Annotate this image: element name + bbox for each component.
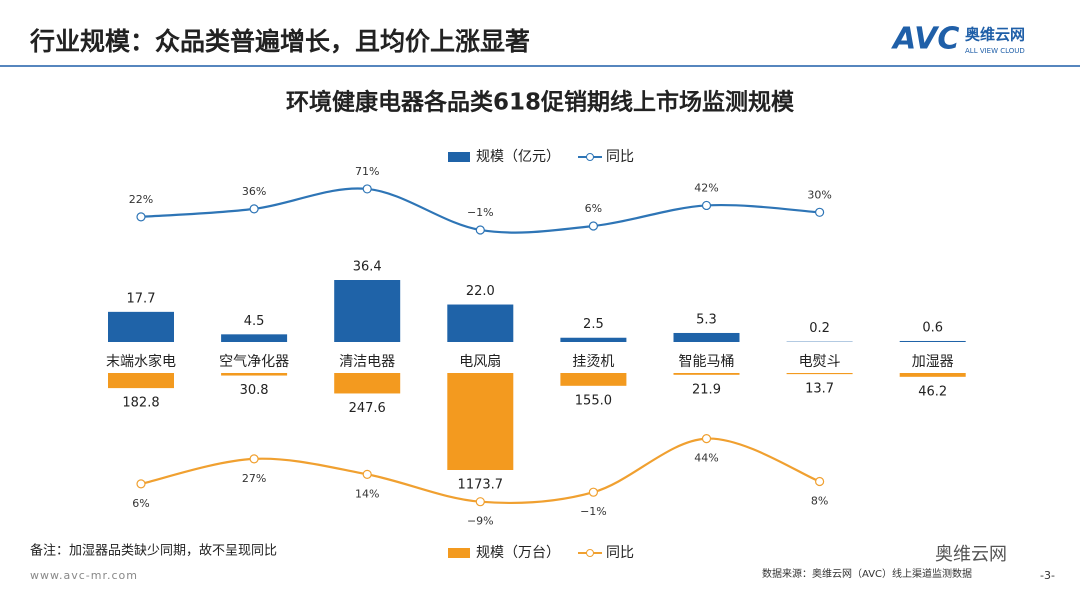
chart-title: 环境健康电器各品类618促销期线上市场监测规模 xyxy=(286,89,795,116)
yoy-point xyxy=(136,479,146,489)
bar-label: 182.8 xyxy=(122,396,159,411)
website: www.avc-mr.com xyxy=(30,569,138,582)
bar xyxy=(334,280,401,342)
yoy-point xyxy=(249,204,259,214)
bar-label: 1173.7 xyxy=(458,478,504,493)
logo: AVC xyxy=(891,22,959,57)
bar xyxy=(560,373,627,386)
bar xyxy=(447,373,514,470)
yoy-point xyxy=(701,434,712,444)
slide-title: 行业规模：众品类普遍增长，且均价上涨显著 xyxy=(29,27,530,56)
bar xyxy=(673,373,740,375)
yoy-label: 8% xyxy=(811,494,828,507)
yoy-label: 36% xyxy=(242,185,266,198)
category-label: 电熨斗 xyxy=(799,354,841,370)
yoy-label: 6% xyxy=(585,202,602,215)
bar xyxy=(560,337,627,342)
yoy-point xyxy=(136,212,146,222)
bar-label: 13.7 xyxy=(805,382,834,397)
yoy-label: −9% xyxy=(467,515,494,528)
bar xyxy=(899,340,966,342)
yoy-label: 30% xyxy=(807,188,831,201)
bar xyxy=(221,334,288,342)
category-label: 加湿器 xyxy=(912,354,954,370)
bar-label: 0.6 xyxy=(922,320,943,335)
bar-label: 247.6 xyxy=(349,401,386,416)
bar-label: 155.0 xyxy=(575,393,612,408)
bar-label: 17.7 xyxy=(127,291,156,306)
yoy-label: 42% xyxy=(694,181,718,194)
bar xyxy=(108,373,174,389)
notes: 备注：加湿器品类缺少同期，故不呈现同比 xyxy=(30,543,277,559)
yoy-label: 22% xyxy=(129,193,153,206)
bar-label: 36.4 xyxy=(353,260,382,275)
yoy-point xyxy=(362,469,372,479)
bar-label: 46.2 xyxy=(918,384,947,399)
yoy-label: 71% xyxy=(355,165,379,178)
yoy-point xyxy=(475,225,485,235)
bar-label: 5.3 xyxy=(696,312,717,327)
bar xyxy=(673,332,740,342)
yoy-label: 27% xyxy=(242,472,266,485)
legend-label: 规模（万台） xyxy=(476,545,560,561)
yoy-point xyxy=(701,200,712,211)
yoy-point xyxy=(588,487,599,497)
category-label: 电风扇 xyxy=(459,354,501,370)
logo-en: ALL VIEW CLOUD xyxy=(965,47,1025,55)
bar-label: 2.5 xyxy=(583,317,604,332)
bar xyxy=(786,373,853,375)
bar xyxy=(447,304,514,342)
yoy-label: −1% xyxy=(580,505,607,518)
bar xyxy=(221,373,288,376)
yoy-label: −1% xyxy=(467,206,494,219)
category-label: 末端水家电 xyxy=(106,353,176,370)
bar-label: 21.9 xyxy=(692,382,721,397)
page-number: -3- xyxy=(1040,569,1055,582)
source: 数据来源：奥维云网（AVC）线上渠道监测数据 xyxy=(762,567,972,580)
bar xyxy=(334,373,401,394)
category-label: 空气净化器 xyxy=(219,354,289,370)
bar xyxy=(108,311,174,342)
logo-cn: 奥维云网 xyxy=(965,26,1025,44)
legend-swatch xyxy=(448,548,470,558)
yoy-label: 44% xyxy=(694,452,718,465)
bar-label: 0.2 xyxy=(809,321,830,336)
wechat-mark: 奥维云网 xyxy=(935,544,1007,565)
bar-label: 30.8 xyxy=(240,383,269,398)
yoy-label: 14% xyxy=(355,487,379,500)
yoy-point xyxy=(249,454,259,464)
category-label: 清洁电器 xyxy=(339,354,395,370)
legend-label: 规模（亿元） xyxy=(476,149,560,165)
bar-label: 4.5 xyxy=(244,314,265,329)
yoy-point xyxy=(362,184,372,194)
legend-marker xyxy=(586,153,594,161)
legend-label: 同比 xyxy=(606,149,634,165)
yoy-point xyxy=(588,221,599,231)
bar-label: 22.0 xyxy=(466,284,495,299)
yoy-label: 6% xyxy=(132,497,149,510)
legend-marker xyxy=(586,549,594,557)
yoy-point xyxy=(475,497,485,507)
category-label: 智能马桶 xyxy=(679,354,735,370)
legend-label: 同比 xyxy=(606,545,634,561)
yoy-point xyxy=(814,476,825,487)
category-label: 挂烫机 xyxy=(572,354,614,370)
yoy-point xyxy=(814,207,825,217)
bar xyxy=(899,373,966,377)
legend-swatch xyxy=(448,152,470,162)
